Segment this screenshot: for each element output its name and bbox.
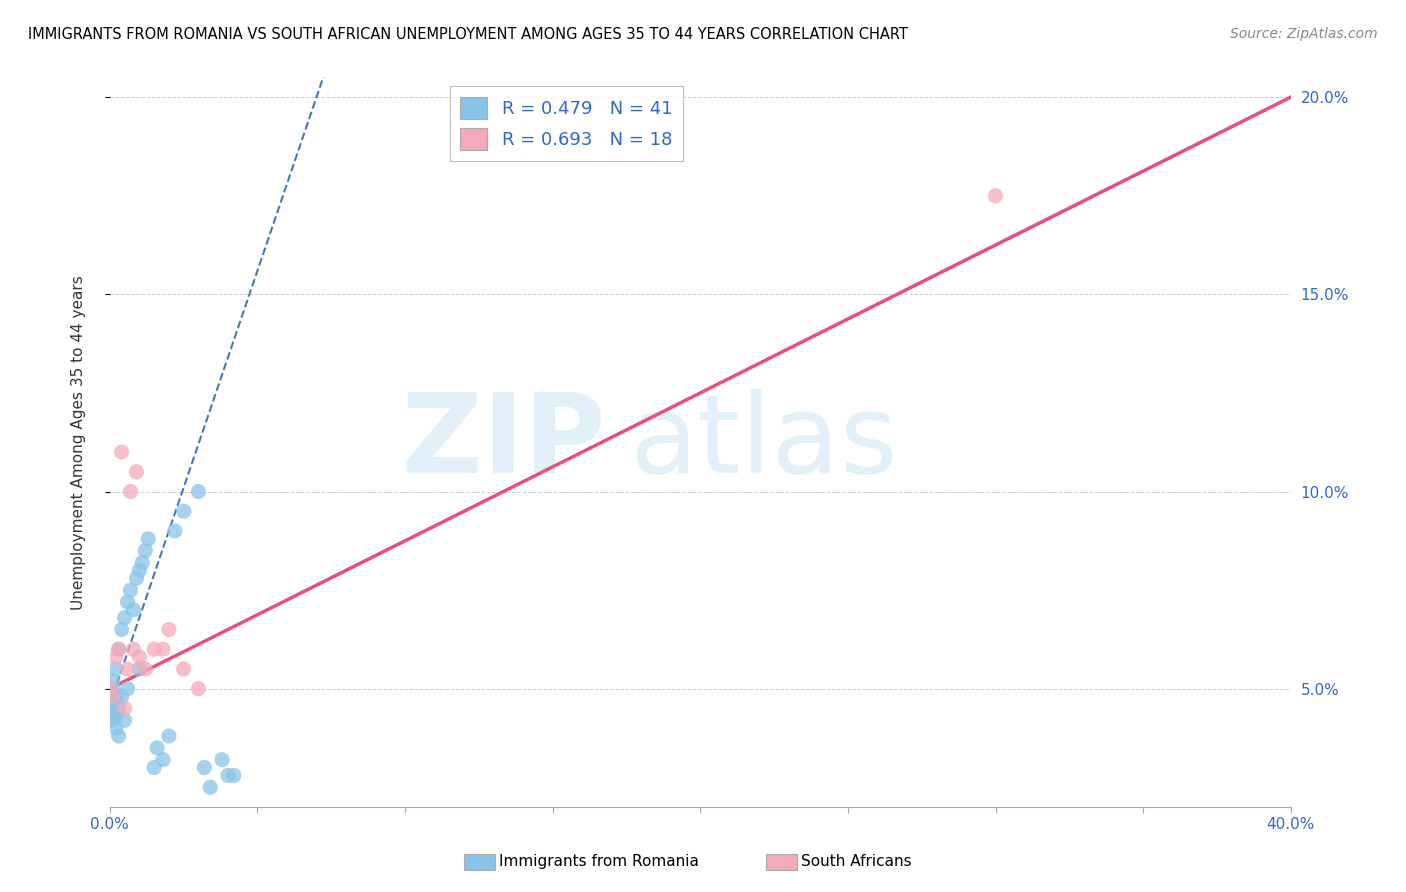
Point [211,753,233,767]
Point [984,188,1007,202]
Point [111,623,134,637]
Point [136,532,159,546]
Point [163,524,186,538]
Point [117,662,139,676]
Point [128,662,150,676]
Point [111,690,134,704]
Point [131,556,153,570]
Point [128,650,150,665]
Point [101,706,124,720]
Point [146,740,169,755]
Point [104,721,127,735]
Text: atlas: atlas [630,389,898,496]
Point [173,662,195,676]
Y-axis label: Unemployment Among Ages 35 to 44 years: Unemployment Among Ages 35 to 44 years [72,275,86,609]
Point [117,681,139,696]
Legend: R = 0.479   N = 41, R = 0.693   N = 18: R = 0.479 N = 41, R = 0.693 N = 18 [450,87,683,161]
Point [114,713,136,727]
Point [98,698,121,712]
Point [114,610,136,624]
Text: Immigrants from Romania: Immigrants from Romania [499,855,699,869]
Point [173,504,195,518]
Point [152,642,174,657]
Point [134,662,156,676]
Point [200,780,222,795]
Point [187,484,209,499]
Point [122,642,145,657]
Point [193,760,215,774]
Point [107,642,129,657]
Point [125,465,148,479]
Point [104,650,127,665]
Text: Source: ZipAtlas.com: Source: ZipAtlas.com [1230,27,1378,41]
Point [152,753,174,767]
Point [101,673,124,688]
Point [98,690,121,704]
Point [125,571,148,585]
Point [107,729,129,743]
Point [104,709,127,723]
Point [134,543,156,558]
Point [101,713,124,727]
Point [98,681,121,696]
Point [217,768,239,782]
Point [143,642,166,657]
Point [157,729,180,743]
Point [128,563,150,577]
Point [117,595,139,609]
Point [104,690,127,704]
Point [101,690,124,704]
Point [101,681,124,696]
Text: ZIP: ZIP [402,389,606,496]
Point [101,693,124,707]
Text: South Africans: South Africans [801,855,912,869]
Point [187,681,209,696]
Point [120,484,142,499]
Point [120,583,142,598]
Point [157,623,180,637]
Point [114,701,136,715]
Point [107,642,129,657]
Point [222,768,245,782]
Point [122,603,145,617]
Point [98,681,121,696]
Point [143,760,166,774]
Point [107,701,129,715]
Text: IMMIGRANTS FROM ROMANIA VS SOUTH AFRICAN UNEMPLOYMENT AMONG AGES 35 TO 44 YEARS : IMMIGRANTS FROM ROMANIA VS SOUTH AFRICAN… [28,27,908,42]
Point [111,445,134,459]
Point [104,662,127,676]
